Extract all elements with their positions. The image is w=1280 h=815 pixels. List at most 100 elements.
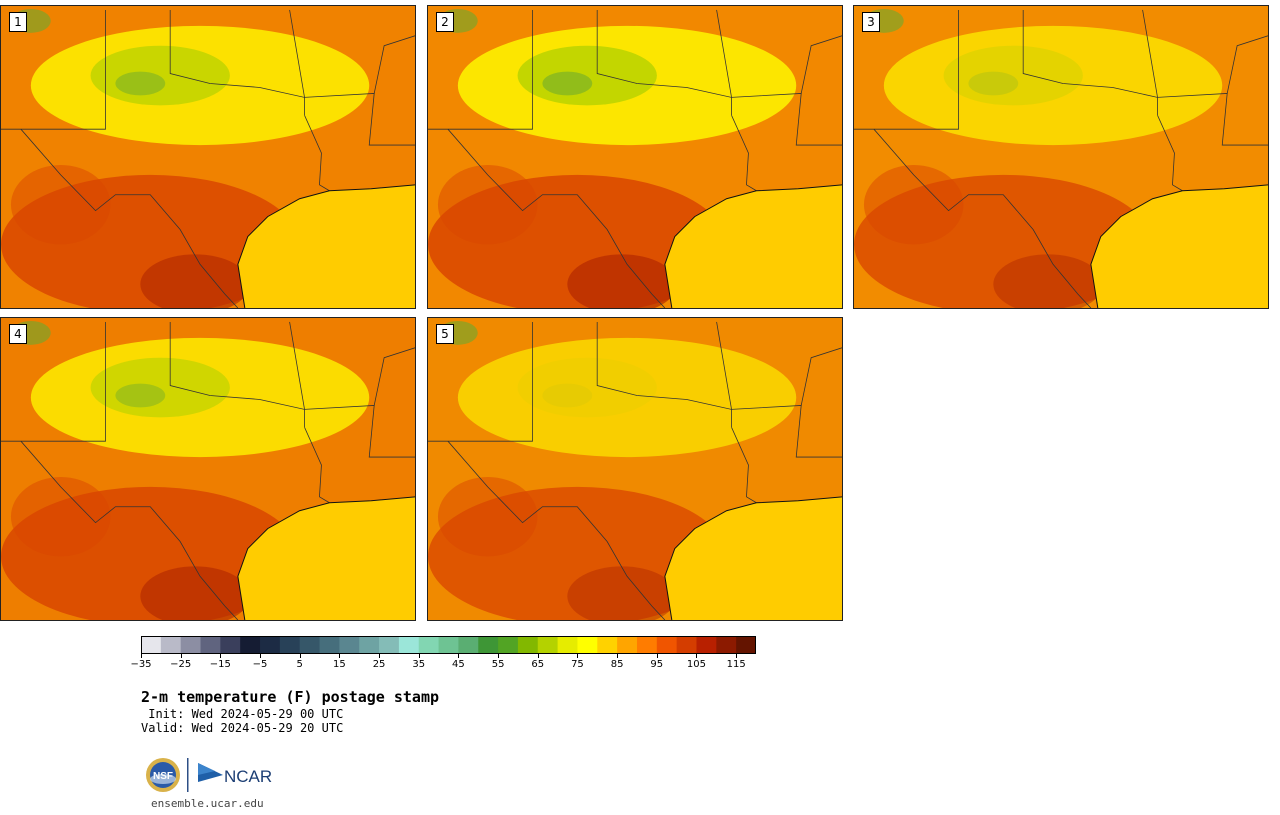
colorbar-swatch xyxy=(438,636,459,654)
mexico-border xyxy=(20,128,239,308)
cool-core xyxy=(90,45,230,106)
gulf-of-mexico xyxy=(237,496,415,620)
colorbar-tick-label: 85 xyxy=(610,659,624,670)
colorbar-outline xyxy=(141,636,756,654)
colorbar-swatch xyxy=(220,636,241,654)
colorbar-tick xyxy=(577,654,579,658)
cool-center xyxy=(542,71,593,96)
member-panel-5: 5 xyxy=(427,317,843,621)
cool-core xyxy=(517,45,657,106)
coastline xyxy=(664,184,842,308)
colorbar-tick-label: −35 xyxy=(130,659,152,670)
state-border xyxy=(373,35,415,94)
temperature-map xyxy=(854,6,1268,308)
colorbar-tick xyxy=(617,654,619,658)
state-border xyxy=(854,9,959,130)
valid-time: Valid: Wed 2024-05-29 20 UTC xyxy=(141,721,344,735)
very-hot-region xyxy=(140,254,250,308)
state-border xyxy=(800,347,842,406)
colorbar-tick xyxy=(537,654,539,658)
mexico-border xyxy=(20,440,239,620)
colorbar-swatch xyxy=(160,636,182,654)
nsf-logo: NSF xyxy=(146,758,180,792)
colorbar-tick-label: 25 xyxy=(372,659,386,670)
temperature-map xyxy=(1,6,415,308)
temperature-map xyxy=(1,318,415,620)
colorbar-tick xyxy=(220,654,222,658)
colorbar-swatch xyxy=(180,636,202,654)
colorbar-tick xyxy=(458,654,460,658)
colorbar-tick xyxy=(498,654,500,658)
colorbar-tick-label: 35 xyxy=(412,659,426,670)
cool-center xyxy=(968,71,1019,96)
hot-west xyxy=(863,164,964,245)
colorbar-swatch xyxy=(359,636,380,654)
colorbar-swatch xyxy=(339,636,360,654)
state-border xyxy=(1,9,106,130)
state-border xyxy=(1,321,106,442)
gulf-of-mexico xyxy=(664,184,842,308)
colorbar-swatch xyxy=(379,636,400,654)
hot-west xyxy=(437,164,538,245)
coastline xyxy=(664,496,842,620)
state-border xyxy=(731,427,757,504)
colorbar-swatch xyxy=(299,636,321,654)
very-hot-region xyxy=(993,254,1103,308)
colorbar-swatch xyxy=(656,636,678,654)
colorbar-swatch xyxy=(200,636,221,654)
ncar-logo: NCAR xyxy=(198,763,272,786)
coastline xyxy=(237,184,415,308)
colorbar-tick-label: −25 xyxy=(170,659,192,670)
nsf-logo-text: NSF xyxy=(153,771,173,782)
colorbar-swatch xyxy=(319,636,340,654)
state-border xyxy=(1157,115,1183,192)
coastline xyxy=(1090,184,1268,308)
colorbar-swatch xyxy=(537,636,559,654)
colorbar-swatch xyxy=(636,636,658,654)
very-hot-region xyxy=(567,566,677,620)
colorbar-swatch xyxy=(279,636,301,654)
state-border xyxy=(1226,35,1268,94)
colorbar-swatch xyxy=(736,636,756,654)
hot-west xyxy=(10,164,111,245)
colorbar-swatch xyxy=(696,636,717,654)
colorbar-swatch xyxy=(517,636,539,654)
temperature-map xyxy=(428,318,842,620)
colorbar xyxy=(141,636,756,654)
panel-number-label: 5 xyxy=(436,324,454,344)
colorbar-swatch xyxy=(597,636,618,654)
cool-core xyxy=(90,357,230,418)
mexico-border xyxy=(873,128,1092,308)
colorbar-tick xyxy=(736,654,738,658)
mexico-border xyxy=(447,128,666,308)
gulf-of-mexico xyxy=(1090,184,1268,308)
cool-band xyxy=(457,337,797,458)
colorbar-tick-label: 105 xyxy=(686,659,707,670)
colorbar-tick-label: 5 xyxy=(296,659,303,670)
colorbar-tick xyxy=(260,654,262,658)
colorbar-swatch xyxy=(240,636,261,654)
colorbar-swatch xyxy=(716,636,737,654)
colorbar-swatch xyxy=(260,636,281,654)
colorbar-tick-label: 55 xyxy=(491,659,505,670)
colorbar-tick xyxy=(339,654,341,658)
coastline xyxy=(237,496,415,620)
colorbar-tick xyxy=(299,654,301,658)
logos: NSF NCAR xyxy=(146,758,272,792)
gulf-of-mexico xyxy=(664,496,842,620)
state-border xyxy=(596,321,732,428)
panel-number-label: 2 xyxy=(436,12,454,32)
state-border xyxy=(304,115,330,192)
colorbar-swatch xyxy=(498,636,519,654)
member-panel-4: 4 xyxy=(0,317,416,621)
hot-west xyxy=(437,476,538,557)
colorbar-tick xyxy=(696,654,698,658)
state-border xyxy=(304,427,330,504)
colorbar-tick-label: 45 xyxy=(452,659,465,670)
website-url: ensemble.ucar.edu xyxy=(151,797,264,810)
cool-band xyxy=(883,25,1223,146)
very-hot-region xyxy=(140,566,250,620)
panel-number-label: 1 xyxy=(9,12,27,32)
colorbar-tick-label: 95 xyxy=(650,659,664,670)
colorbar-ticks: −35 −25 −15 −5 5 15 25 35 45 55 65 75 85 95 105 115 xyxy=(130,654,756,674)
